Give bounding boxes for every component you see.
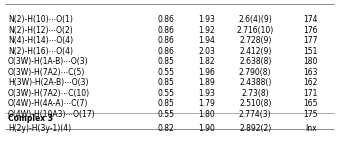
Text: 2.774(3): 2.774(3) — [239, 110, 272, 119]
Text: Inx: Inx — [305, 124, 317, 133]
Text: O(4W)-H(10A3)⋯O(17): O(4W)-H(10A3)⋯O(17) — [8, 110, 96, 119]
Text: 1.82: 1.82 — [198, 57, 215, 66]
Text: H(3W)-H(2A-B)⋯O(3): H(3W)-H(2A-B)⋯O(3) — [8, 78, 88, 87]
Text: 1.89: 1.89 — [198, 78, 215, 87]
Text: 2.412(9): 2.412(9) — [239, 47, 272, 56]
Text: 0.86: 0.86 — [158, 36, 175, 45]
Text: 1.93: 1.93 — [198, 89, 215, 98]
Text: 2.03: 2.03 — [198, 47, 215, 56]
Text: N(4)-H(14)⋯O(4): N(4)-H(14)⋯O(4) — [8, 36, 73, 45]
Text: 2.790(8): 2.790(8) — [239, 68, 272, 77]
Text: 1.90: 1.90 — [198, 124, 215, 133]
Text: 180: 180 — [303, 57, 318, 66]
Text: 163: 163 — [303, 68, 318, 77]
Text: 1.96: 1.96 — [198, 68, 215, 77]
Text: 171: 171 — [303, 89, 318, 98]
Text: 1.80: 1.80 — [198, 110, 215, 119]
Text: H(2y)-H(3y-1)(4): H(2y)-H(3y-1)(4) — [8, 124, 71, 133]
Text: 175: 175 — [303, 110, 318, 119]
Text: 2.510(8): 2.510(8) — [239, 99, 272, 108]
Text: O(3W)-H(1A-B)⋯O(3): O(3W)-H(1A-B)⋯O(3) — [8, 57, 89, 66]
Text: 2.638(8): 2.638(8) — [239, 57, 272, 66]
Text: O(4W)-H(4A-A)⋯C(7): O(4W)-H(4A-A)⋯C(7) — [8, 99, 88, 108]
Text: 174: 174 — [303, 16, 318, 24]
Text: 0.86: 0.86 — [158, 47, 175, 56]
Text: N(2)-H(16)⋯O(4): N(2)-H(16)⋯O(4) — [8, 47, 73, 56]
Text: 151: 151 — [303, 47, 318, 56]
Text: 165: 165 — [303, 99, 318, 108]
Text: N(2)-H(10)⋯O(1): N(2)-H(10)⋯O(1) — [8, 16, 73, 24]
Text: Complex 3: Complex 3 — [8, 114, 53, 123]
Text: 0.85: 0.85 — [158, 99, 175, 108]
Text: 2.716(10): 2.716(10) — [237, 26, 274, 35]
Text: 162: 162 — [303, 78, 318, 87]
Text: N(2)-H(12)⋯O(2): N(2)-H(12)⋯O(2) — [8, 26, 73, 35]
Text: 2.728(9): 2.728(9) — [239, 36, 272, 45]
Text: 0.55: 0.55 — [158, 89, 175, 98]
Text: 1.94: 1.94 — [198, 36, 215, 45]
Text: 0.85: 0.85 — [158, 78, 175, 87]
Text: 2.6(4)(9): 2.6(4)(9) — [238, 16, 272, 24]
Text: 0.86: 0.86 — [158, 26, 175, 35]
Text: O(3W)-H(7A2)⋯C(5): O(3W)-H(7A2)⋯C(5) — [8, 68, 85, 77]
Text: 2.73(8): 2.73(8) — [241, 89, 269, 98]
Text: 1.93: 1.93 — [198, 16, 215, 24]
Text: 176: 176 — [303, 26, 318, 35]
Text: 1.92: 1.92 — [198, 26, 215, 35]
Text: 2.4388(): 2.4388() — [239, 78, 272, 87]
Text: 1.79: 1.79 — [198, 99, 215, 108]
Text: 0.55: 0.55 — [158, 110, 175, 119]
Text: 0.85: 0.85 — [158, 57, 175, 66]
Text: 2.892(2): 2.892(2) — [239, 124, 271, 133]
Text: 0.82: 0.82 — [158, 124, 175, 133]
Text: O(3W)-H(7A2)⋯C(10): O(3W)-H(7A2)⋯C(10) — [8, 89, 90, 98]
Text: 0.55: 0.55 — [158, 68, 175, 77]
Text: 0.86: 0.86 — [158, 16, 175, 24]
Text: 177: 177 — [303, 36, 318, 45]
